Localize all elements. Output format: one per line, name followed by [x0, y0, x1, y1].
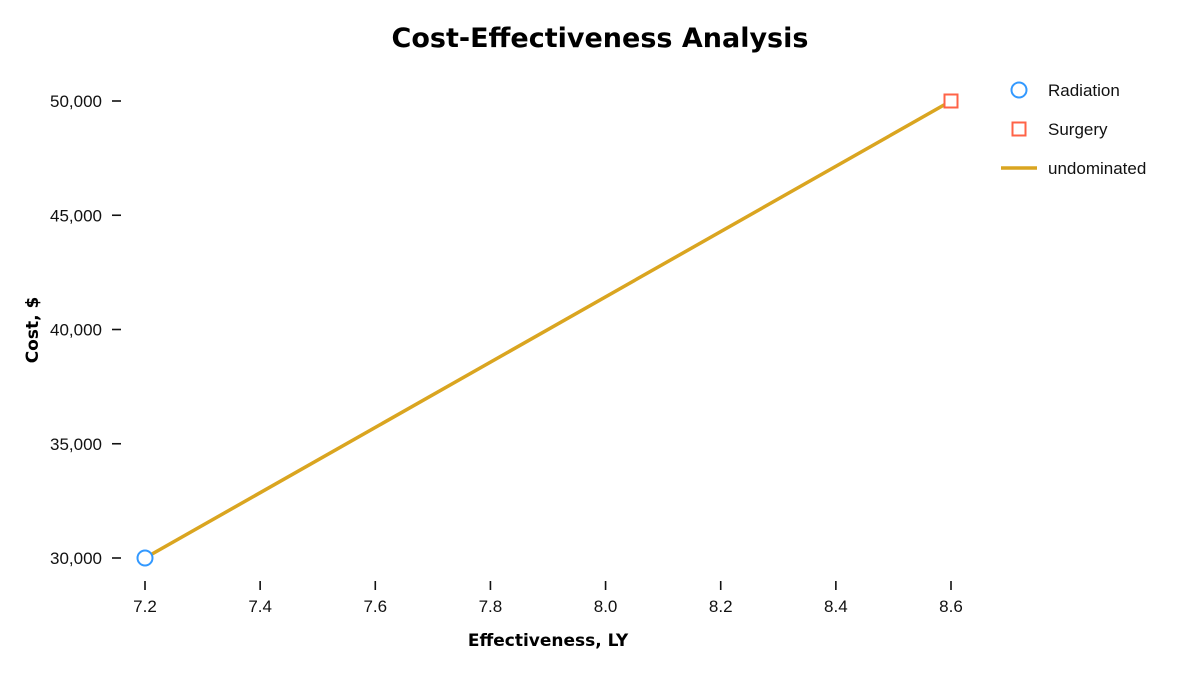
- x-tick-label: 7.2: [133, 597, 157, 616]
- legend-circle-icon: [1010, 81, 1028, 99]
- x-tick-label: 8.6: [939, 597, 963, 616]
- x-tick-label: 8.0: [594, 597, 618, 616]
- x-tick-label: 7.4: [248, 597, 272, 616]
- y-tick-label: 30,000: [50, 549, 102, 568]
- y-axis: 30,000 35,000 40,000 45,000 50,000: [50, 92, 121, 568]
- x-tick-label: 8.2: [709, 597, 733, 616]
- point-Radiation: [136, 549, 154, 567]
- x-axis: 7.2 7.4 7.6 7.8 8.0 8.2 8.4 8.6: [133, 581, 963, 616]
- legend-label: Radiation: [1048, 81, 1120, 100]
- x-tick-label: 7.8: [479, 597, 503, 616]
- legend-square-icon: [1011, 121, 1027, 137]
- y-tick-label: 40,000: [50, 321, 102, 340]
- y-tick-label: 35,000: [50, 435, 102, 454]
- legend-label: undominated: [1048, 159, 1146, 178]
- legend: Radiation Surgery undominated: [1001, 81, 1146, 178]
- series-line-undominated: [144, 99, 952, 560]
- legend-label: Surgery: [1048, 120, 1108, 139]
- point-Surgery: [943, 93, 959, 109]
- x-tick-label: 7.6: [363, 597, 387, 616]
- plot-area: [136, 93, 959, 567]
- x-tick-label: 8.4: [824, 597, 848, 616]
- y-axis-label: Cost, $: [23, 297, 43, 364]
- x-axis-label: Effectiveness, LY: [468, 631, 629, 651]
- y-tick-label: 45,000: [50, 206, 102, 225]
- y-tick-label: 50,000: [50, 92, 102, 111]
- chart-title: Cost-Effectiveness Analysis: [392, 23, 809, 54]
